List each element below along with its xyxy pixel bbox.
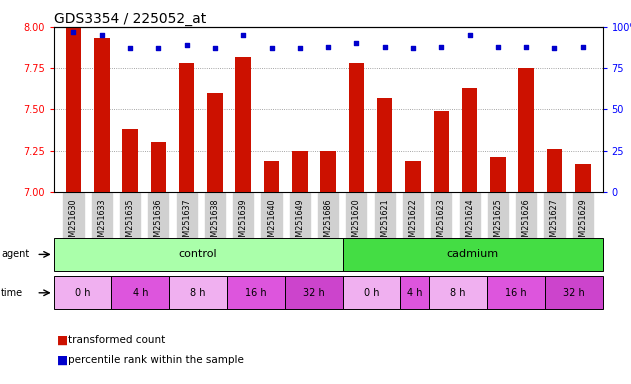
Bar (349, 63, 364, 192)
Text: 32 h: 32 h (563, 288, 584, 298)
Bar (433, 111, 449, 192)
Bar (400, 276, 429, 309)
Bar (179, 63, 194, 192)
Point (408, 45, 418, 51)
Point (493, 44, 503, 50)
Bar (169, 276, 227, 309)
Bar (575, 164, 591, 192)
Bar (285, 276, 343, 309)
Bar (227, 276, 285, 309)
Bar (54, 276, 112, 309)
Bar (377, 98, 392, 192)
Text: 16 h: 16 h (245, 288, 267, 298)
Text: 4 h: 4 h (133, 288, 148, 298)
Text: time: time (1, 288, 23, 298)
Bar (321, 151, 336, 192)
Text: ■: ■ (57, 354, 68, 367)
Point (238, 32, 248, 38)
Point (125, 45, 135, 51)
Text: 0 h: 0 h (363, 288, 379, 298)
Text: cadmium: cadmium (447, 249, 498, 260)
Point (295, 45, 305, 51)
Bar (487, 276, 545, 309)
Point (182, 42, 192, 48)
Bar (151, 142, 166, 192)
Point (550, 45, 560, 51)
Bar (405, 161, 421, 192)
Bar (207, 93, 223, 192)
Text: 8 h: 8 h (451, 288, 466, 298)
Point (436, 44, 446, 50)
Text: agent: agent (1, 249, 30, 260)
Point (521, 44, 531, 50)
Point (266, 45, 276, 51)
Bar (235, 56, 251, 192)
Text: 16 h: 16 h (505, 288, 527, 298)
Text: percentile rank within the sample: percentile rank within the sample (68, 355, 244, 365)
Bar (429, 276, 487, 309)
Bar (343, 238, 603, 271)
Bar (264, 161, 280, 192)
Bar (343, 276, 400, 309)
Point (380, 44, 390, 50)
Point (153, 45, 163, 51)
Point (578, 44, 588, 50)
Text: ■: ■ (57, 333, 68, 346)
Bar (122, 129, 138, 192)
Text: transformed count: transformed count (68, 335, 165, 345)
Bar (66, 27, 81, 192)
Point (97, 32, 107, 38)
Text: 0 h: 0 h (75, 288, 90, 298)
Text: 8 h: 8 h (191, 288, 206, 298)
Bar (94, 38, 110, 192)
Bar (112, 276, 169, 309)
Bar (546, 149, 562, 192)
Text: GDS3354 / 225052_at: GDS3354 / 225052_at (54, 12, 206, 26)
Text: 4 h: 4 h (407, 288, 423, 298)
Bar (462, 88, 478, 192)
Bar (54, 238, 343, 271)
Text: control: control (179, 249, 218, 260)
Point (68, 29, 78, 35)
Bar (490, 157, 505, 192)
Point (323, 44, 333, 50)
Bar (519, 68, 534, 192)
Text: 32 h: 32 h (303, 288, 324, 298)
Bar (545, 276, 603, 309)
Bar (292, 151, 307, 192)
Point (464, 32, 475, 38)
Point (351, 40, 362, 46)
Point (210, 45, 220, 51)
